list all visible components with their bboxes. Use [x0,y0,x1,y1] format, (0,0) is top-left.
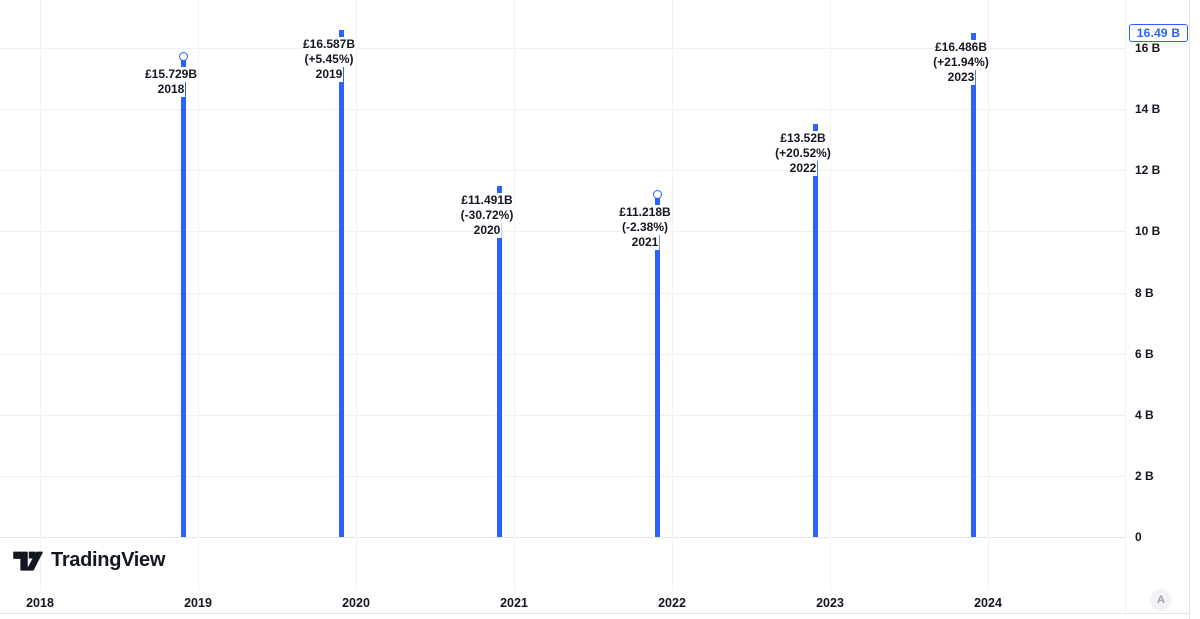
corner-badge[interactable]: A [1150,589,1172,611]
price-tick-8: 8 B [1135,285,1154,300]
grid-line-h-4 [0,414,1125,416]
time-tick-2022: 2022 [658,596,686,610]
chart-bottom-border [0,613,1190,614]
grid-line-h-0 [0,537,1125,538]
time-tick-2024: 2024 [974,596,1002,610]
price-tick-14: 14 B [1135,102,1161,117]
bar-label-2022: £13.52B (+20.52%) 2022 [774,130,832,176]
grid-line-h-10 [0,231,1125,233]
bar-label-2023: £16.486B (+21.94%) 2023 [932,40,990,86]
time-tick-2020: 2020 [342,596,370,610]
price-tick-4: 4 B [1135,407,1154,422]
time-tick-2019: 2019 [184,596,212,610]
grid-line-v-2023 [830,0,831,590]
revenue-bar-2022[interactable] [812,123,818,537]
bar-label-2018: £15.729B 2018 [143,67,199,98]
price-tick-16: 16 B [1135,41,1161,55]
bar-label-2019: £16.587B (+5.45%) 2019 [301,37,357,83]
bar-label-2021: £11.218B (-2.38%) 2021 [618,205,672,251]
grid-line-v-2018 [40,0,41,590]
revenue-bar-2023[interactable] [970,33,976,537]
grid-line-h-16 [0,48,1125,49]
tradingview-icon [13,551,43,571]
point-marker-2018 [178,51,188,61]
bar-label-2020: £11.491B (-30.72%) 2020 [459,192,515,238]
time-tick-2023: 2023 [816,596,844,610]
tradingview-wordmark: TradingView [51,549,166,571]
point-marker-2021 [652,189,662,199]
price-tick-6: 6 B [1135,346,1154,361]
grid-line-v-2022 [672,0,673,590]
corner-badge-label: A [1157,594,1165,606]
revenue-bar-2018[interactable] [180,56,186,537]
time-tick-2021: 2021 [500,596,528,610]
price-axis-separator [1125,0,1126,613]
grid-line-v-2020 [356,0,357,590]
revenue-bar-2021[interactable] [654,194,660,537]
grid-line-h-6 [0,353,1125,355]
price-tick-0: 0 [1135,530,1142,544]
grid-line-v-2021 [514,0,515,590]
grid-line-h-12 [0,170,1125,172]
grid-line-h-2 [0,475,1125,477]
price-tick-10: 10 B [1135,224,1161,239]
grid-line-v-2024 [988,0,989,590]
grid-line-v-2019 [198,0,199,590]
grid-line-h-8 [0,292,1125,294]
price-tick-2: 2 B [1135,468,1154,483]
grid-line-h-14 [0,109,1125,111]
revenue-bar-2020[interactable] [496,185,502,537]
revenue-bar-2019[interactable] [338,30,344,537]
chart-right-border [1189,0,1190,619]
tradingview-logo[interactable]: TradingView [13,549,165,572]
time-tick-2018: 2018 [26,596,54,610]
last-value-badge: 16.49 B [1129,24,1188,43]
price-tick-12: 12 B [1135,163,1161,178]
